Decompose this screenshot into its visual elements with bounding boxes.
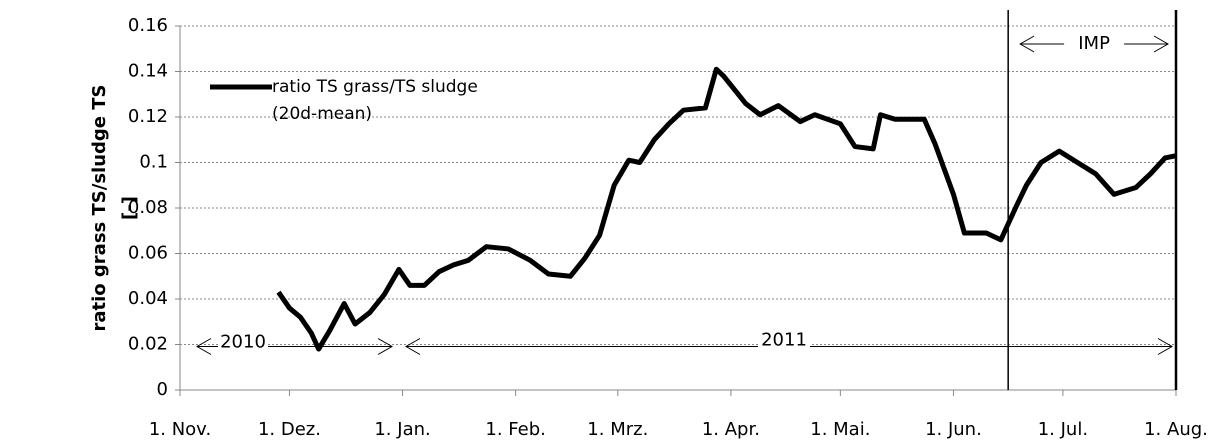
y-axis-label: ratio grass TS/sludge TS	[89, 84, 110, 331]
arrow-head	[195, 338, 212, 355]
label-bg	[218, 334, 268, 357]
y-axis-label: [-]	[119, 196, 140, 220]
x-tick-label: 1. Jul.	[1038, 419, 1088, 440]
arrow-head	[1157, 338, 1174, 355]
label-bg	[1064, 32, 1125, 56]
y-tick-label: 0.08	[128, 197, 168, 218]
x-tick-label: 1. Aug.	[1144, 419, 1208, 440]
x-tick-label: 1. Nov.	[149, 419, 211, 440]
x-tick-label: 1. Feb.	[485, 419, 546, 440]
x-tick-label: 1. Jun.	[925, 419, 982, 440]
y-tick-label: 0.02	[128, 334, 168, 355]
annotation: 2011	[761, 330, 807, 351]
x-tick-label: 1. Jan.	[374, 419, 430, 440]
x-tick-label: 1. Mai.	[810, 419, 870, 440]
arrow-head	[1153, 35, 1170, 53]
arrow-head	[377, 338, 394, 355]
y-tick-label: 0	[157, 379, 168, 400]
x-tick-label: 1. Apr.	[702, 419, 760, 440]
label-bg	[758, 332, 810, 355]
annotation: 2010	[220, 332, 266, 353]
y-tick-label: 0.12	[128, 106, 168, 127]
y-tick-label: 0.16	[128, 15, 168, 36]
y-tick-label: 0.06	[128, 243, 168, 264]
x-tick-label: 1. Mrz.	[587, 419, 648, 440]
y-tick-label: 0.1	[139, 152, 168, 173]
arrow-head	[1019, 35, 1035, 53]
arrow-head	[404, 338, 421, 355]
y-tick-label: 0.14	[128, 61, 168, 82]
x-tick-label: 1. Dez.	[258, 419, 321, 440]
annotation: IMP	[1078, 33, 1110, 54]
data-line	[276, 66, 1177, 352]
y-tick-label: 0.04	[128, 288, 168, 309]
legend-label: ratio TS grass/TS sludge (20d-mean)	[272, 77, 478, 124]
